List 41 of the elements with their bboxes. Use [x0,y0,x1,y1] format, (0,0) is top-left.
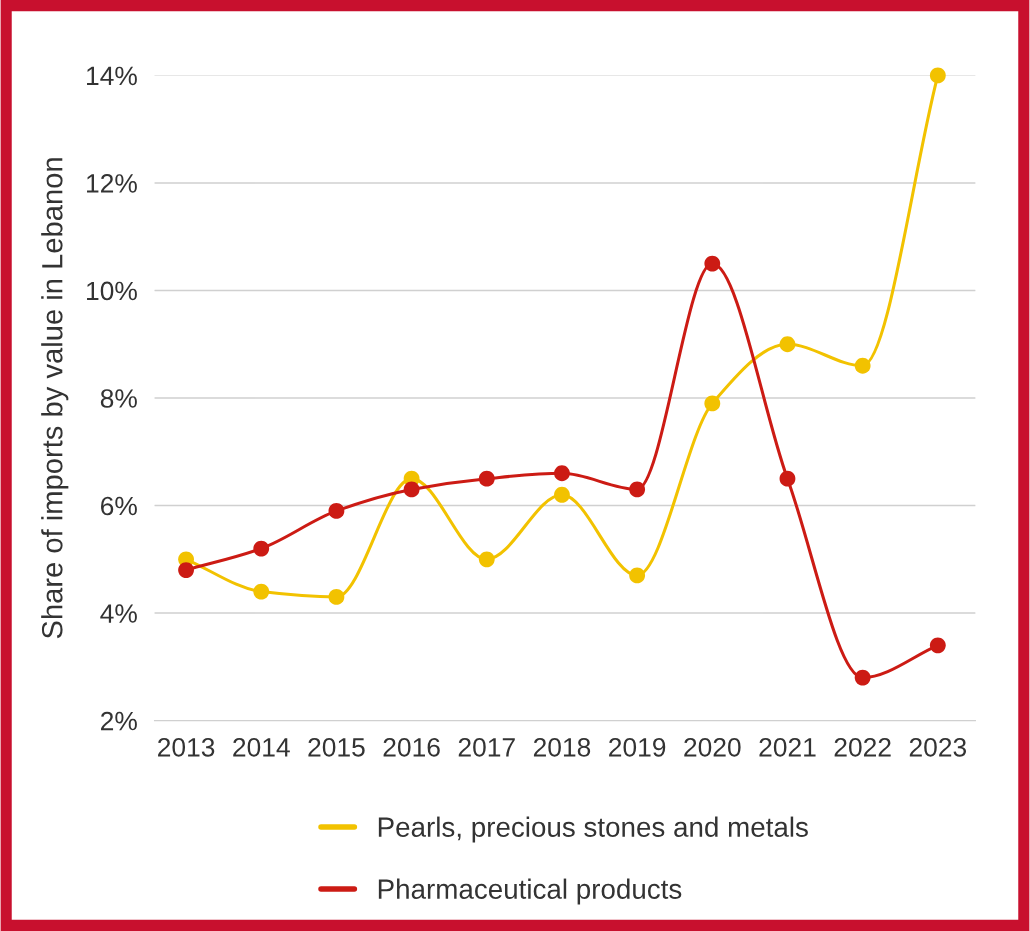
x-tick-label: 2021 [759,737,816,757]
point [478,551,495,568]
y-tick-label: 14% [87,66,137,86]
x-tick-label: 2019 [609,737,666,757]
point [554,486,570,503]
point [929,637,946,654]
x-tick-label: 2020 [684,737,741,757]
y-tick-label: 8% [100,389,137,408]
x-tick-label: 2015 [308,737,365,757]
point [704,395,721,412]
x-tick-label: 2022 [834,737,891,757]
point [854,357,871,374]
y-axis-title: Share of imports by value in Lebanon [41,158,69,639]
point [403,481,420,498]
point [328,589,345,605]
x-tick-label: 2018 [533,737,591,757]
point [253,540,270,557]
y-tick-label: 10% [87,281,137,301]
point [704,255,721,272]
point [178,562,194,578]
y-tick-label: 12% [87,174,137,193]
x-tick-label: 2013 [158,737,215,757]
y-tick-label: 2% [101,711,137,731]
x-tick-label: 2014 [233,737,290,757]
point [629,567,646,584]
point [779,336,796,353]
legend-label: Pearls, precious stones and metals [378,816,808,843]
point [253,583,270,600]
legend-label: Pharmaceutical products [378,878,682,905]
y-tick-label: 4% [100,604,137,623]
point [554,465,570,482]
point [929,67,946,84]
point [629,481,646,498]
point [854,669,871,686]
x-tick-label: 2016 [383,737,440,757]
x-tick-label: 2017 [458,737,515,757]
x-tick-label: 2023 [909,737,967,757]
point [328,502,345,519]
y-tick-label: 6% [101,496,137,516]
point [478,470,495,487]
point [779,470,796,487]
